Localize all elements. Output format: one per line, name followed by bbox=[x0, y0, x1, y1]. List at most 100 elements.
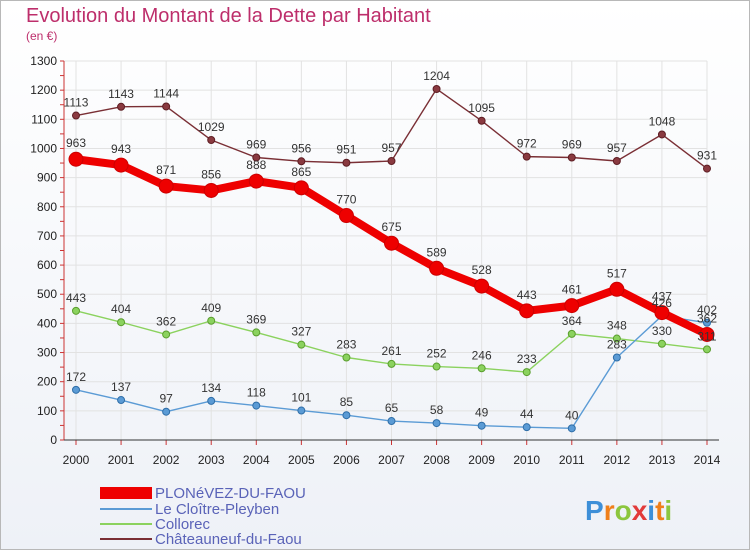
data-label-le-cloitre-pleyben: 402 bbox=[697, 303, 717, 317]
data-label-plonevez-du-faou: 963 bbox=[66, 136, 86, 150]
data-point-chateauneuf-du-faou bbox=[252, 153, 261, 162]
data-label-collorec: 404 bbox=[111, 302, 131, 316]
data-label-collorec: 283 bbox=[336, 337, 356, 351]
data-point-plonevez-du-faou bbox=[293, 180, 309, 196]
data-point-plonevez-du-faou bbox=[113, 157, 129, 173]
data-point-collorec bbox=[72, 306, 80, 315]
brand-letter: i bbox=[647, 495, 655, 526]
x-tick-label: 2004 bbox=[243, 453, 270, 467]
data-point-chateauneuf-du-faou bbox=[477, 116, 486, 125]
data-point-plonevez-du-faou bbox=[384, 235, 399, 251]
data-point-plonevez-du-faou bbox=[564, 298, 580, 314]
data-point-collorec bbox=[162, 330, 171, 339]
data-label-plonevez-du-faou: 871 bbox=[156, 163, 176, 177]
data-label-collorec: 364 bbox=[562, 314, 582, 328]
y-axis-ticks: 0 100 200 300 400 500 600 700 800 900 1000 1100 1200… bbox=[30, 54, 57, 447]
data-label-le-cloitre-pleyben: 118 bbox=[247, 386, 266, 400]
data-label-chateauneuf-du-faou: 1095 bbox=[468, 101, 495, 115]
data-point-plonevez-du-faou bbox=[429, 260, 445, 276]
data-point-plonevez-du-faou bbox=[699, 326, 715, 342]
data-point-collorec bbox=[252, 328, 261, 337]
brand-letter: o bbox=[615, 495, 632, 526]
data-point-plonevez-du-faou bbox=[338, 208, 354, 224]
data-point-le-cloitre-pleyben bbox=[162, 407, 171, 416]
data-label-le-cloitre-pleyben: 65 bbox=[385, 401, 399, 415]
data-point-chateauneuf-du-faou bbox=[207, 136, 216, 145]
y-tick-label: 0 bbox=[50, 433, 57, 447]
data-point-collorec bbox=[432, 362, 441, 371]
data-point-le-cloitre-pleyben bbox=[72, 385, 80, 394]
y-tick-label: 1300 bbox=[30, 54, 57, 68]
data-label-chateauneuf-du-faou: 969 bbox=[246, 137, 266, 151]
data-label-le-cloitre-pleyben: 134 bbox=[201, 381, 221, 395]
data-point-collorec bbox=[207, 316, 216, 325]
brand-letter: P bbox=[585, 495, 604, 526]
data-label-chateauneuf-du-faou: 972 bbox=[517, 137, 537, 151]
data-point-chateauneuf-du-faou bbox=[703, 164, 711, 173]
data-point-collorec bbox=[703, 345, 711, 354]
brand-logo: Proxiti bbox=[585, 495, 672, 526]
data-label-plonevez-du-faou: 443 bbox=[517, 288, 537, 302]
y-tick-label: 1000 bbox=[30, 141, 57, 155]
data-label-chateauneuf-du-faou: 957 bbox=[607, 141, 627, 155]
data-point-chateauneuf-du-faou bbox=[162, 102, 171, 111]
y-tick-label: 700 bbox=[37, 229, 57, 243]
data-label-plonevez-du-faou: 770 bbox=[336, 193, 356, 207]
data-label-collorec: 327 bbox=[291, 325, 311, 339]
data-label-collorec: 443 bbox=[66, 291, 86, 305]
data-label-chateauneuf-du-faou: 957 bbox=[381, 141, 401, 155]
data-label-plonevez-du-faou: 362 bbox=[697, 311, 717, 325]
data-point-collorec bbox=[522, 368, 531, 377]
plot-area bbox=[68, 84, 715, 433]
data-point-collorec bbox=[477, 364, 486, 373]
x-tick-label: 2005 bbox=[288, 453, 315, 467]
data-point-collorec bbox=[387, 359, 396, 368]
data-label-collorec: 362 bbox=[156, 314, 176, 328]
x-tick-label: 2008 bbox=[423, 453, 450, 467]
data-label-plonevez-du-faou: 437 bbox=[652, 290, 672, 304]
y-tick-label: 200 bbox=[37, 375, 57, 389]
data-label-le-cloitre-pleyben: 137 bbox=[111, 380, 131, 394]
data-label-chateauneuf-du-faou: 956 bbox=[291, 141, 311, 155]
data-label-le-cloitre-pleyben: 49 bbox=[475, 406, 489, 420]
data-point-le-cloitre-pleyben bbox=[297, 406, 306, 415]
data-label-le-cloitre-pleyben: 101 bbox=[291, 391, 311, 405]
data-point-le-cloitre-pleyben bbox=[522, 423, 531, 432]
chart-title: Evolution du Montant de la Dette par Hab… bbox=[26, 5, 431, 27]
y-tick-label: 1100 bbox=[31, 112, 57, 126]
data-point-chateauneuf-du-faou bbox=[72, 111, 80, 120]
data-label-plonevez-du-faou: 461 bbox=[562, 283, 582, 297]
y-tick-label: 400 bbox=[37, 316, 57, 330]
data-label-plonevez-du-faou: 856 bbox=[201, 167, 221, 181]
data-label-le-cloitre-pleyben: 172 bbox=[66, 370, 86, 384]
data-point-le-cloitre-pleyben bbox=[432, 419, 441, 428]
data-label-collorec: 330 bbox=[652, 324, 672, 338]
legend-label-plonevez-du-faou: PLONéVEZ-DU-FAOU bbox=[155, 485, 306, 502]
data-label-collorec: 369 bbox=[246, 312, 266, 326]
data-point-chateauneuf-du-faou bbox=[522, 152, 531, 161]
data-point-plonevez-du-faou bbox=[158, 178, 174, 194]
data-label-chateauneuf-du-faou: 1113 bbox=[64, 96, 89, 110]
data-label-le-cloitre-pleyben: 426 bbox=[652, 296, 672, 310]
data-point-chateauneuf-du-faou bbox=[612, 156, 621, 165]
data-point-chateauneuf-du-faou bbox=[567, 153, 576, 162]
x-tick-label: 2009 bbox=[468, 453, 495, 467]
data-point-chateauneuf-du-faou bbox=[342, 158, 351, 167]
legend-label-chateauneuf-du-faou: Châteauneuf-du-Faou bbox=[155, 531, 302, 548]
data-point-chateauneuf-du-faou bbox=[432, 84, 441, 93]
x-tick-label: 2000 bbox=[63, 453, 90, 467]
x-tick-label: 2013 bbox=[649, 453, 676, 467]
data-point-le-cloitre-pleyben bbox=[387, 417, 396, 426]
x-tick-label: 2002 bbox=[153, 453, 180, 467]
data-label-chateauneuf-du-faou: 1204 bbox=[423, 69, 450, 83]
data-label-collorec: 252 bbox=[427, 347, 447, 361]
x-tick-label: 2003 bbox=[198, 453, 225, 467]
data-point-plonevez-du-faou bbox=[519, 303, 535, 319]
data-point-chateauneuf-du-faou bbox=[297, 157, 306, 166]
x-tick-label: 2012 bbox=[604, 453, 631, 467]
gridlines bbox=[64, 60, 708, 441]
x-tick-label: 2006 bbox=[333, 453, 360, 467]
data-point-chateauneuf-du-faou bbox=[387, 156, 396, 165]
